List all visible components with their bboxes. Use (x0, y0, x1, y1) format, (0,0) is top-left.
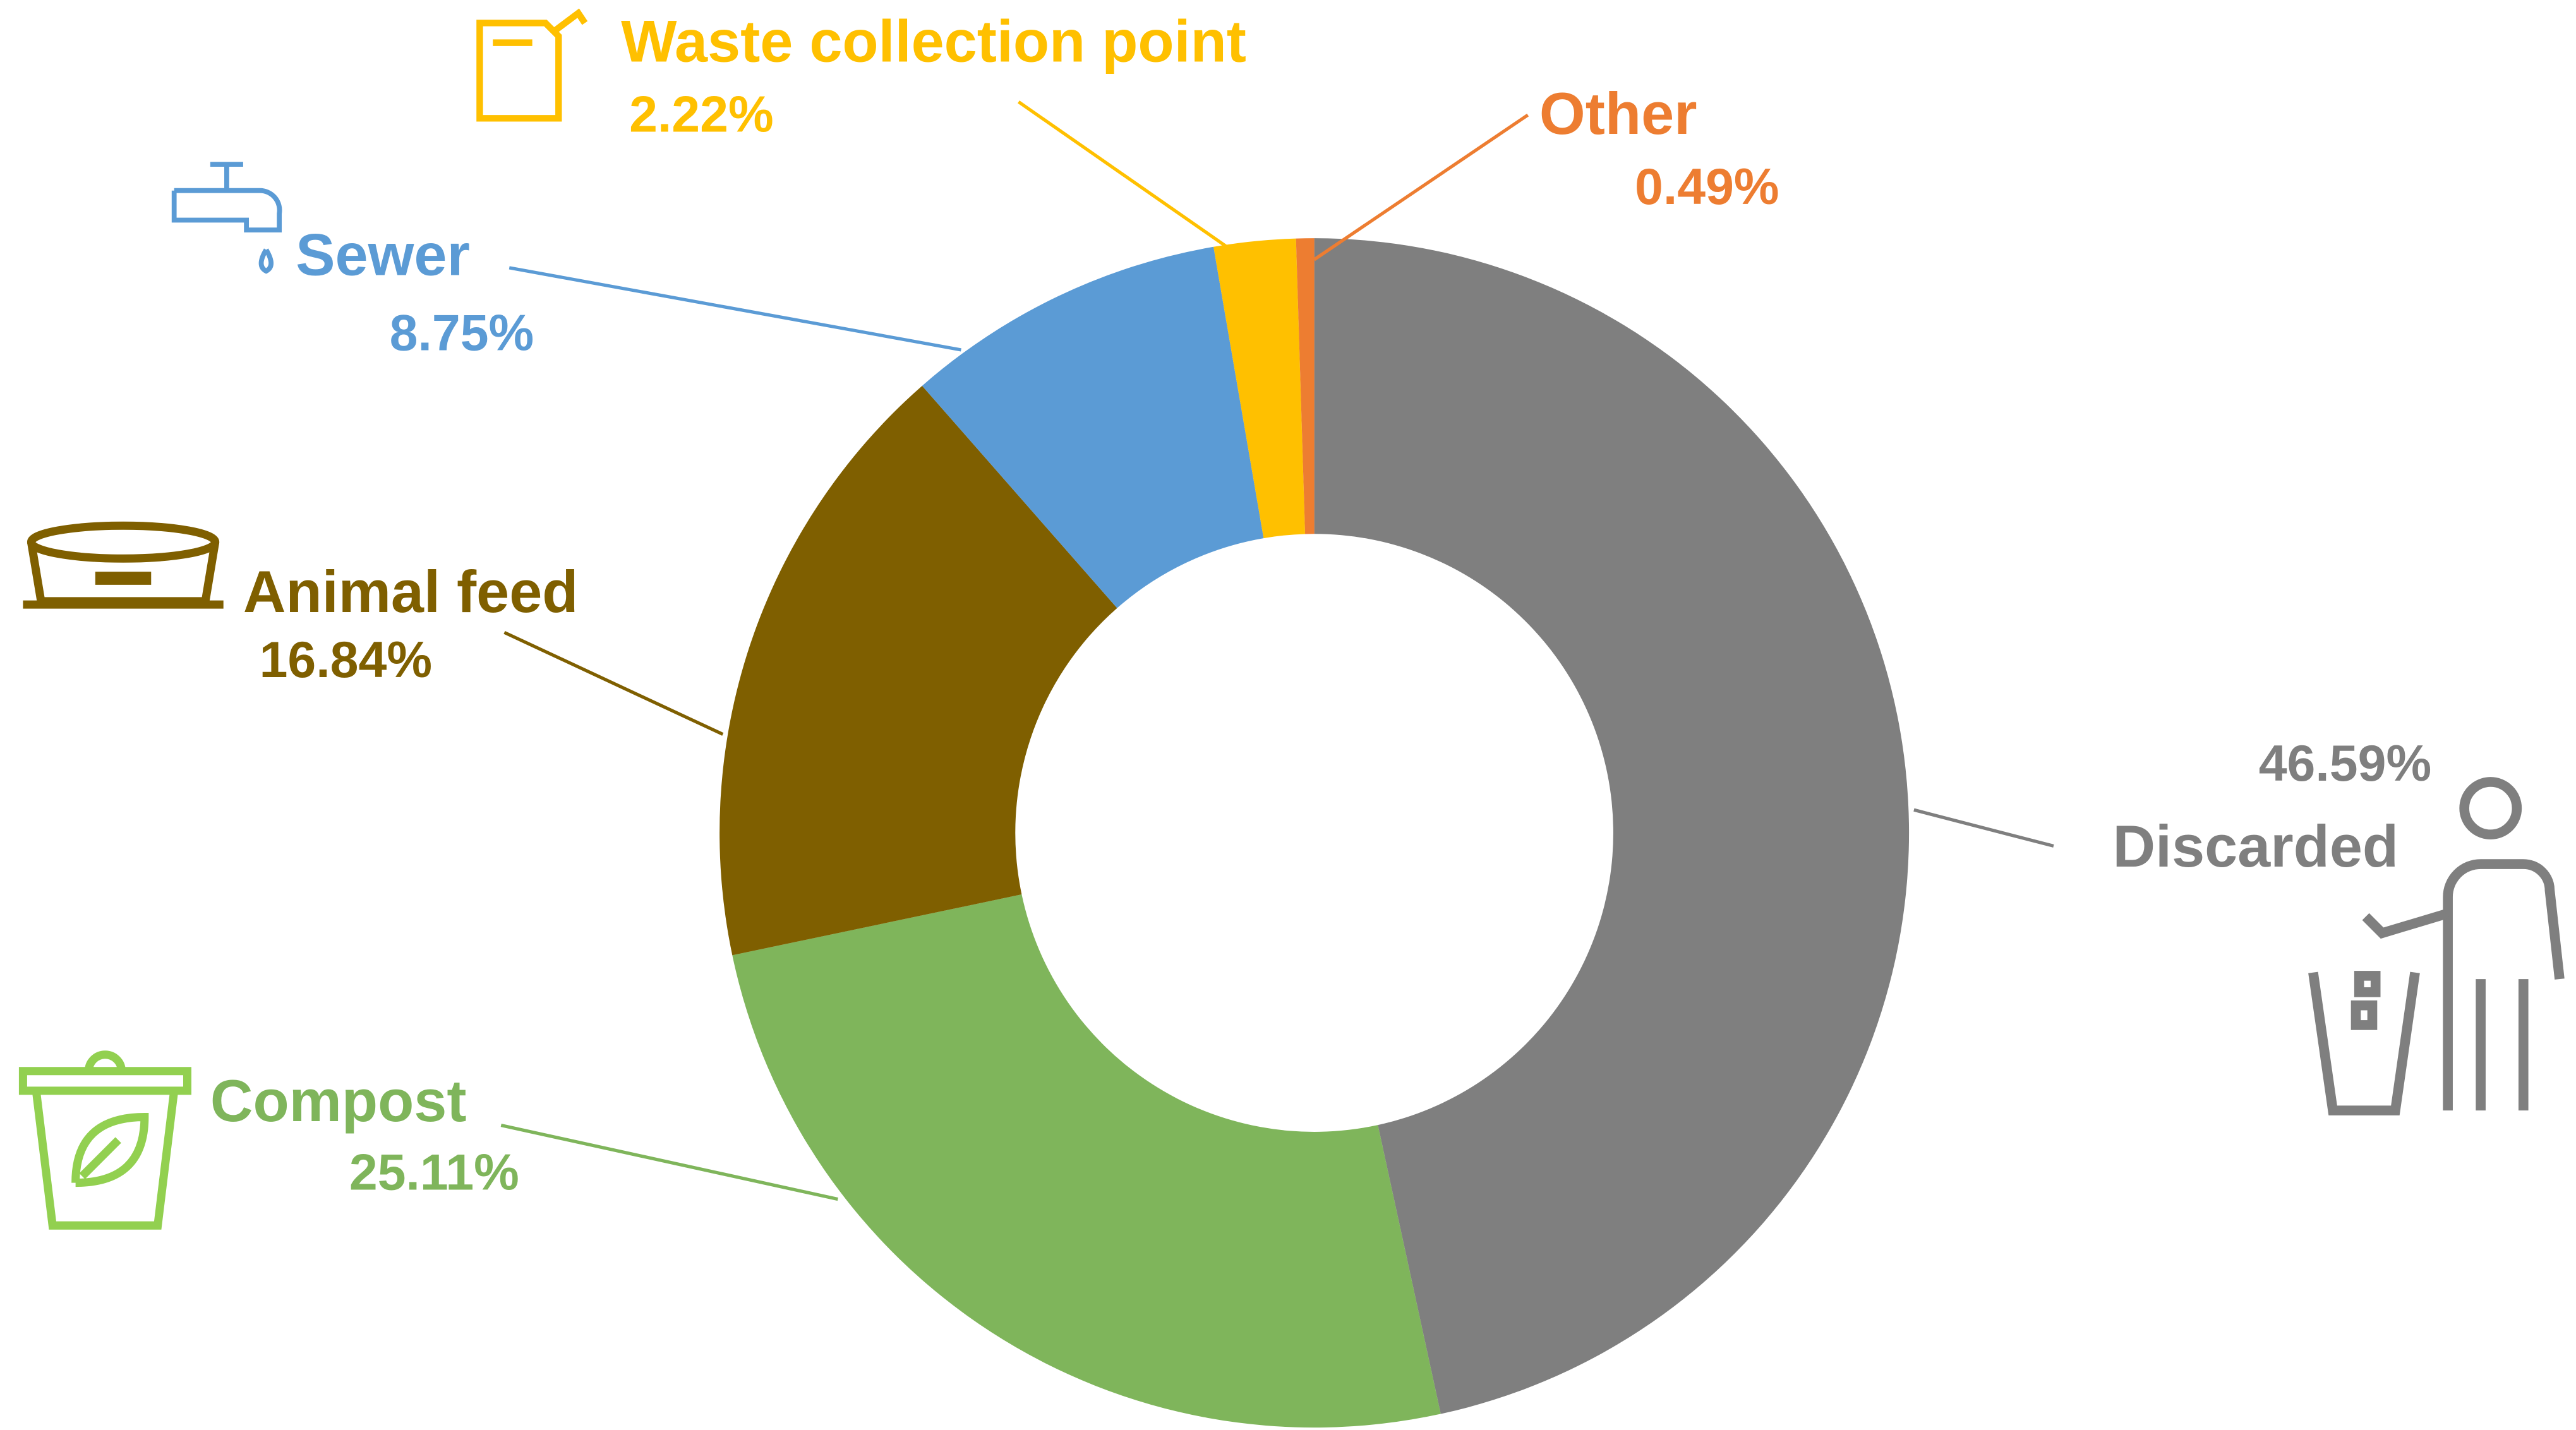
icon-person-bin (2308, 777, 2565, 1115)
donut-segment (719, 385, 1117, 956)
leader-line (503, 630, 724, 736)
leader-line (500, 1124, 838, 1201)
leader-line (1913, 808, 2054, 848)
category-label: Compost (210, 1067, 467, 1134)
leader-line (509, 266, 961, 352)
value-label: 25.11% (349, 1144, 519, 1201)
category-label: Discarded (2112, 813, 2398, 879)
category-label: Animal feed (243, 558, 579, 625)
category-label: Sewer (296, 222, 470, 288)
donut-segment (732, 894, 1441, 1428)
value-label: 46.59% (2259, 735, 2431, 792)
donut-segment (1296, 238, 1315, 534)
value-label: 0.49% (1635, 159, 1779, 215)
category-label: Other (1539, 80, 1697, 147)
donut-segment (1213, 238, 1306, 539)
icon-tap (171, 162, 282, 274)
donut-segment (922, 246, 1264, 608)
icon-bowl (23, 521, 224, 609)
leader-line (1017, 100, 1263, 273)
value-label: 2.22% (629, 87, 774, 143)
value-label: 8.75% (390, 304, 534, 361)
value-label: 16.84% (260, 632, 432, 688)
leader-line (1313, 113, 1529, 261)
category-label: Waste collection point (621, 8, 1246, 75)
donut-segment (1314, 238, 1910, 1414)
icon-bin (18, 1050, 191, 1230)
icon-canister (476, 8, 588, 122)
